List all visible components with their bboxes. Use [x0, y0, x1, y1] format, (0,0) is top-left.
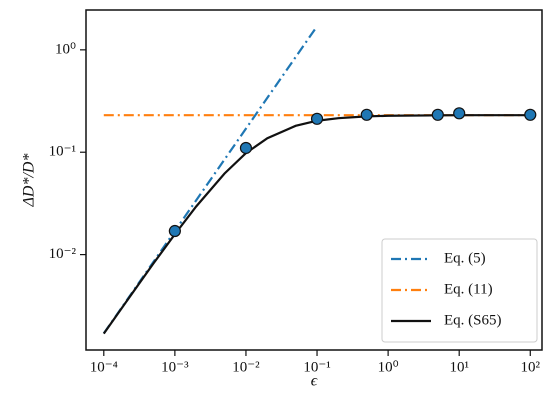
data-point — [239, 141, 253, 155]
data-point — [524, 108, 537, 121]
x-tick-label: 10⁻¹ — [303, 359, 330, 375]
data-point — [431, 108, 444, 121]
series-line — [102, 114, 531, 335]
x-tick-label: 10⁻⁴ — [90, 359, 118, 375]
data-point — [168, 224, 181, 238]
x-tick-label: 10⁻³ — [161, 359, 189, 375]
data-point — [310, 112, 324, 125]
legend-box — [381, 238, 538, 343]
x-tick-label: 10⁰ — [378, 359, 399, 375]
legend-label: Eq. (S65) — [444, 312, 502, 328]
data-point — [453, 107, 466, 120]
x-axis-label: ϵ — [311, 373, 318, 390]
legend-label: Eq. (11) — [444, 281, 493, 297]
y-tick-label: 10⁻¹ — [49, 144, 76, 160]
y-tick-label: 10⁻² — [49, 246, 77, 262]
x-tick-label: 10¹ — [449, 359, 469, 375]
y-axis-label: ΔD*/D* — [21, 154, 38, 208]
x-tick-label: 10² — [521, 359, 541, 375]
plot-frame — [85, 9, 543, 351]
data-point — [360, 108, 373, 121]
y-tick-label: 10⁰ — [55, 41, 76, 57]
legend-label: Eq. (5) — [444, 250, 486, 266]
x-tick-label: 10⁻² — [232, 359, 260, 375]
